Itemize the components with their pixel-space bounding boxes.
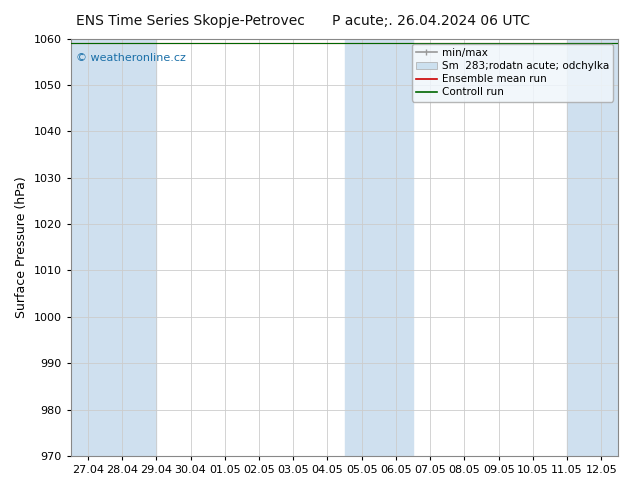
Text: © weatheronline.cz: © weatheronline.cz (76, 53, 186, 63)
Legend: min/max, Sm  283;rodatn acute; odchylka, Ensemble mean run, Controll run: min/max, Sm 283;rodatn acute; odchylka, … (411, 44, 613, 101)
Y-axis label: Surface Pressure (hPa): Surface Pressure (hPa) (15, 176, 28, 318)
Bar (567, 39, 619, 456)
Bar (345, 39, 413, 456)
Text: P acute;. 26.04.2024 06 UTC: P acute;. 26.04.2024 06 UTC (332, 14, 530, 28)
Text: ENS Time Series Skopje-Petrovec: ENS Time Series Skopje-Petrovec (75, 14, 305, 28)
Bar (71, 39, 157, 456)
